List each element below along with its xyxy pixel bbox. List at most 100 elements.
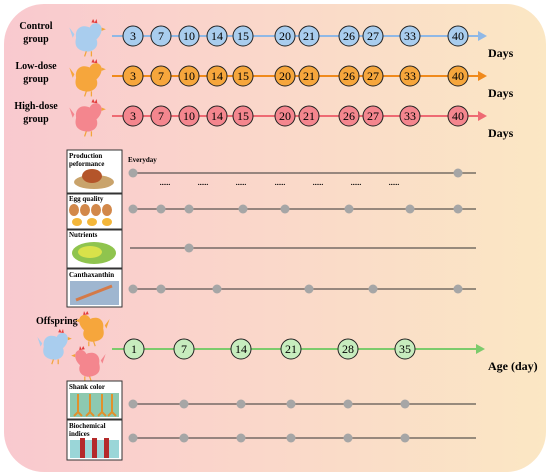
chick-icon-blue <box>37 329 72 365</box>
everyday-note: Everyday <box>128 156 157 164</box>
dots-label: ...... <box>198 179 209 187</box>
measure-dot <box>280 204 290 214</box>
measure-dot <box>238 204 248 214</box>
day-label: 7 <box>158 109 164 123</box>
measure-dot <box>236 433 246 443</box>
day-node <box>206 25 228 47</box>
group-label: group <box>23 114 49 125</box>
wordcloud-icon <box>78 246 102 258</box>
hen-leg <box>83 91 87 97</box>
shank-icon <box>73 394 83 417</box>
day-node <box>274 65 296 87</box>
day-label: 3 <box>130 109 136 123</box>
measure-dot <box>128 399 138 409</box>
measure-dot <box>343 399 353 409</box>
hen-body <box>75 103 102 132</box>
age-label: 1 <box>131 342 137 356</box>
measure-dot <box>344 204 354 214</box>
day-label: 14 <box>211 109 223 123</box>
group-label: group <box>23 34 49 45</box>
age-node <box>230 338 252 360</box>
day-node <box>362 25 384 47</box>
day-node <box>232 25 254 47</box>
indicator-label: Production <box>69 152 102 160</box>
day-label: 27 <box>367 69 379 83</box>
day-node <box>274 105 296 127</box>
hen-body <box>79 314 104 342</box>
hen-tail <box>100 354 106 364</box>
indicator-label: Biochemical <box>69 422 106 430</box>
day-label: 33 <box>404 29 416 43</box>
day-label: 26 <box>343 69 355 83</box>
unit-label: Days <box>488 126 514 140</box>
indicator-label: Canthaxanthin <box>69 271 114 279</box>
hen-leg <box>89 376 92 382</box>
yolk-icon <box>87 218 97 226</box>
day-node <box>447 25 469 47</box>
measure-dot <box>304 284 314 294</box>
age-label: 35 <box>399 342 411 356</box>
day-label: 20 <box>279 29 291 43</box>
dots-label: ...... <box>351 179 362 187</box>
day-label: 15 <box>237 109 249 123</box>
hen-comb <box>83 311 89 315</box>
measure-dot <box>286 433 296 443</box>
day-label: 20 <box>279 69 291 83</box>
indicator-label: Nutrients <box>69 231 98 239</box>
hen-tail <box>104 319 110 329</box>
day-node <box>206 105 228 127</box>
measure-dot <box>400 433 410 443</box>
day-label: 40 <box>452 29 464 43</box>
indicator-label: Shank color <box>69 383 105 391</box>
day-label: 26 <box>343 109 355 123</box>
hen-tail <box>37 337 43 347</box>
hen-beak <box>71 354 76 358</box>
arrowhead <box>478 71 487 81</box>
day-node <box>150 65 172 87</box>
hen-beak <box>101 107 106 111</box>
day-node <box>362 65 384 87</box>
arrowhead <box>478 31 487 41</box>
hen-beak <box>75 319 80 323</box>
day-label: 27 <box>367 29 379 43</box>
day-label: 20 <box>279 109 291 123</box>
day-node <box>150 25 172 47</box>
hen-comb <box>91 19 98 24</box>
measure-dot <box>453 284 463 294</box>
measure-dot <box>179 399 189 409</box>
day-label: 15 <box>237 29 249 43</box>
shank-icon <box>85 394 95 417</box>
yolk-icon <box>102 218 112 226</box>
measure-dot <box>184 204 194 214</box>
day-node <box>338 105 360 127</box>
age-node <box>123 338 145 360</box>
day-label: 10 <box>183 29 195 43</box>
hen-leg <box>83 131 87 137</box>
hen-leg <box>93 341 96 347</box>
age-node <box>394 338 416 360</box>
day-node <box>122 65 144 87</box>
hen-leg <box>83 51 87 57</box>
hen-comb <box>79 346 85 350</box>
age-label: 7 <box>181 342 187 356</box>
measure-dot <box>400 399 410 409</box>
shank-icon <box>107 394 117 417</box>
egg-icon <box>69 204 79 216</box>
measure-dot <box>128 284 138 294</box>
hen-comb <box>91 59 98 64</box>
blood-tube-icon <box>80 438 85 458</box>
unit-label: Days <box>488 86 514 100</box>
day-label: 14 <box>211 29 223 43</box>
day-node <box>274 25 296 47</box>
shank-icon <box>97 394 107 417</box>
day-node <box>178 65 200 87</box>
measure-dot <box>128 168 138 178</box>
day-label: 40 <box>452 69 464 83</box>
indicator-label: Egg quality <box>69 195 104 203</box>
measure-dot <box>453 168 463 178</box>
day-node <box>447 65 469 87</box>
day-node <box>178 25 200 47</box>
day-node <box>399 65 421 87</box>
offspring-label: Offspring <box>36 316 78 327</box>
